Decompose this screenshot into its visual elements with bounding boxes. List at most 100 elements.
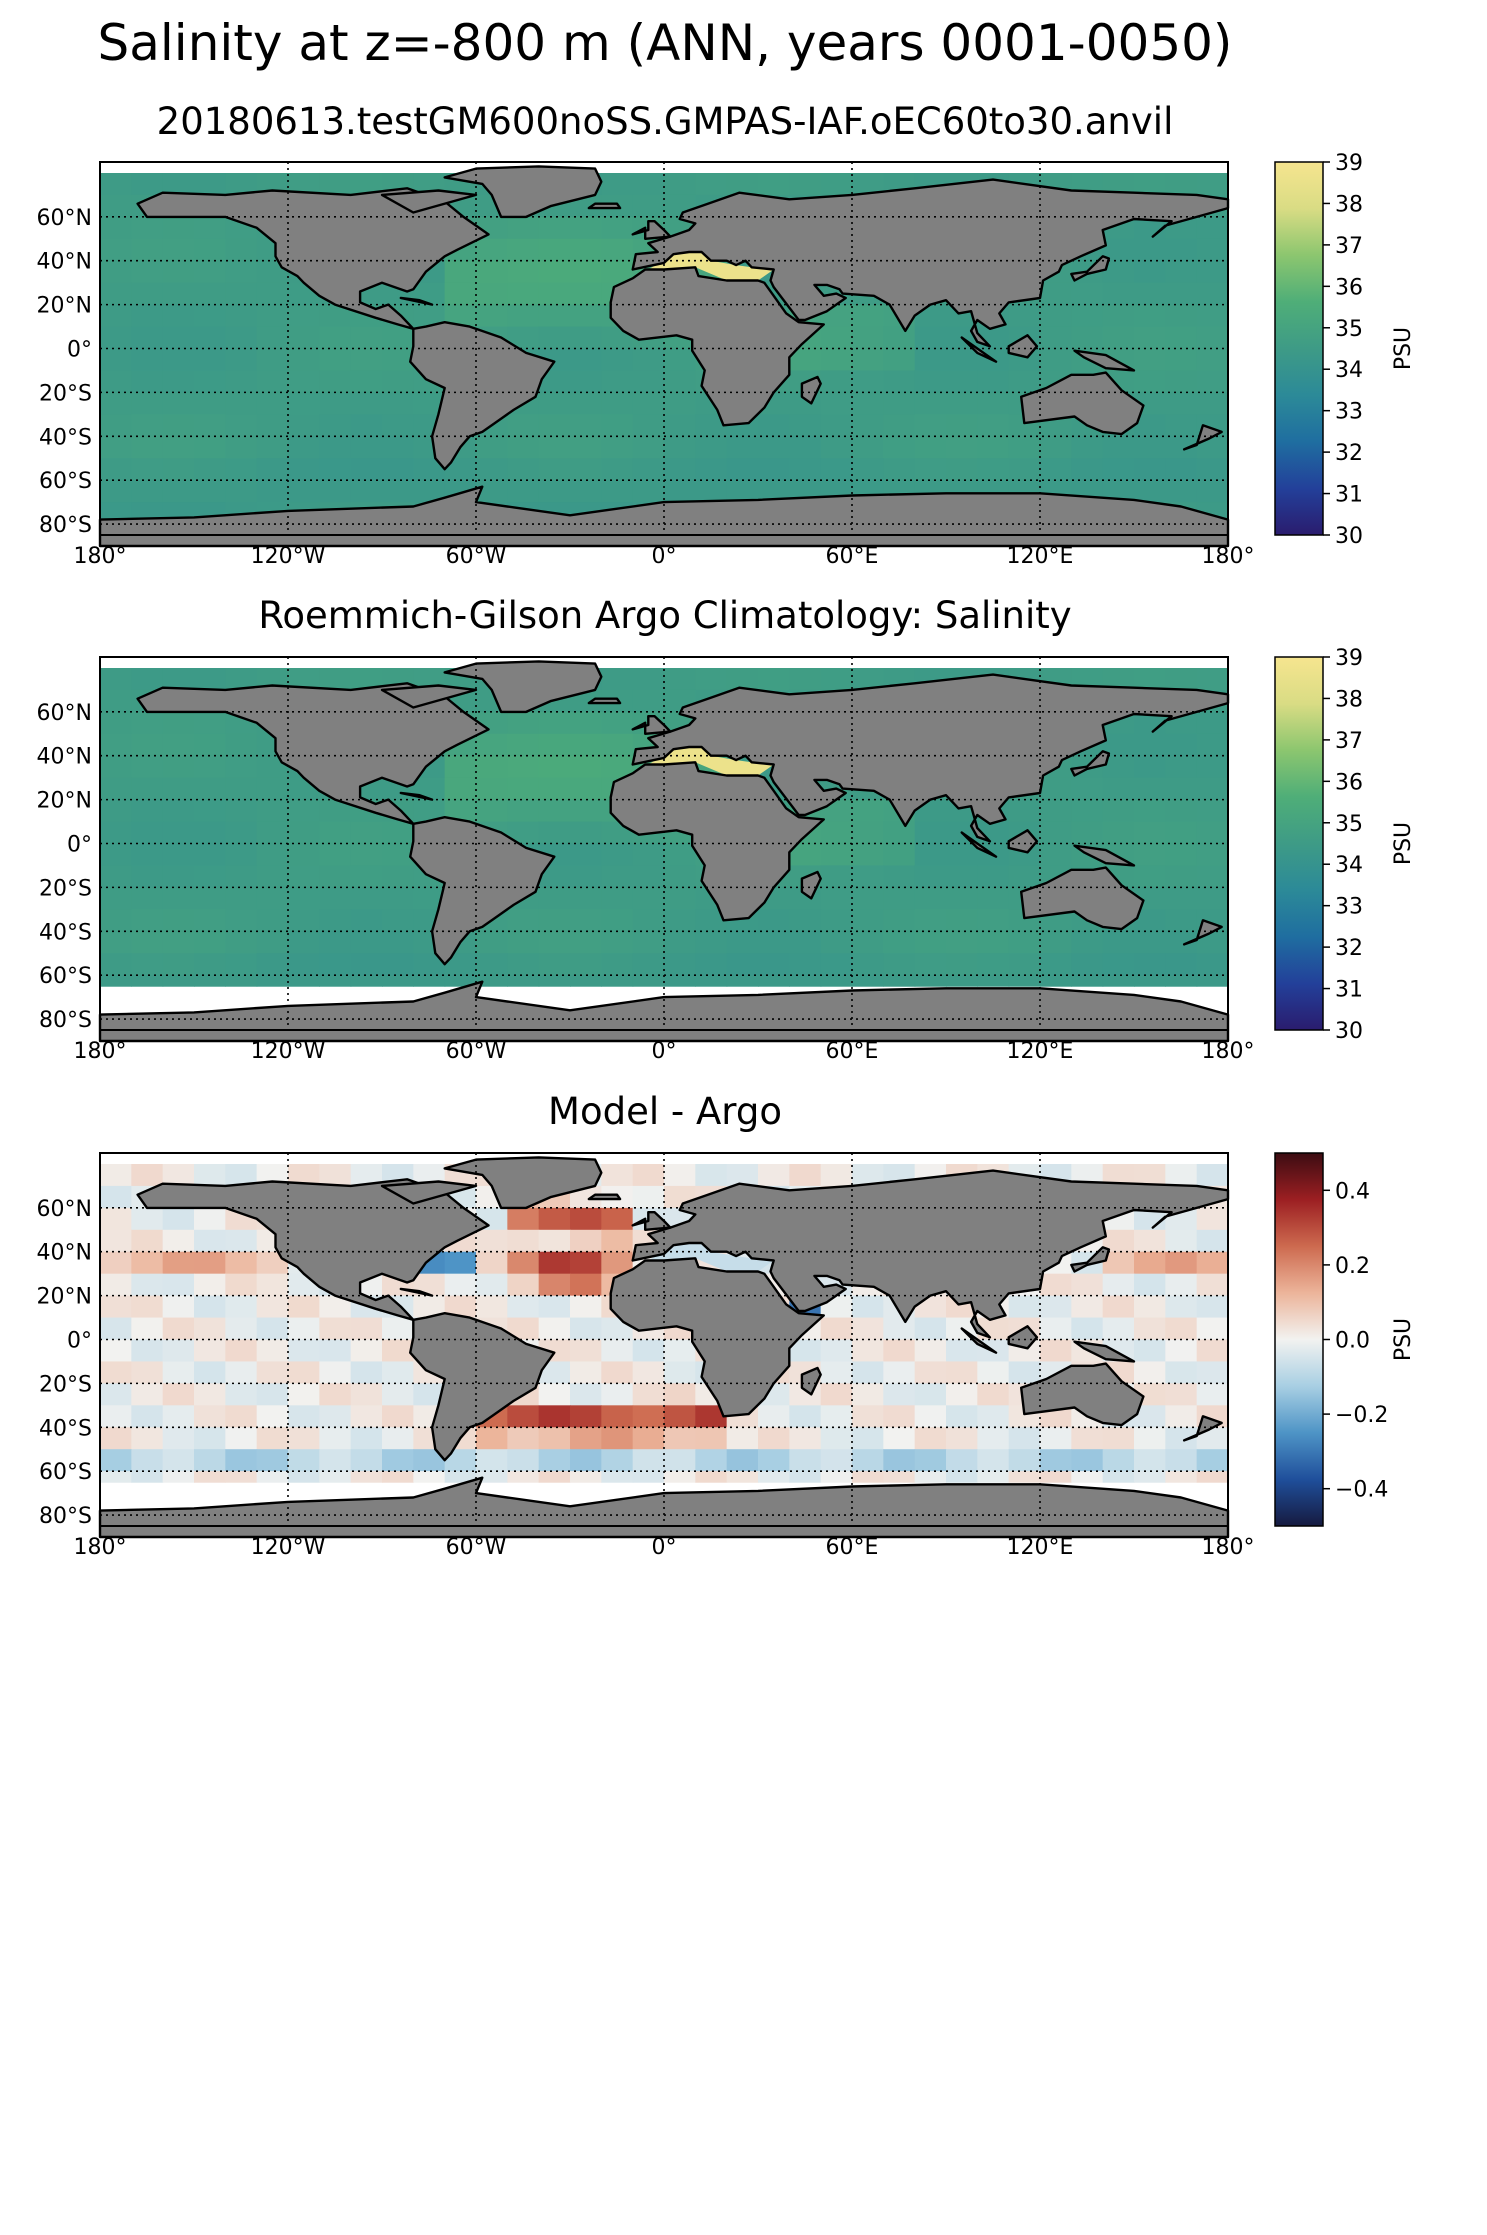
field-cell (194, 1163, 226, 1187)
field-cell (695, 172, 728, 196)
field-cell (225, 260, 258, 284)
field-cell (350, 370, 383, 393)
field-cell (162, 216, 195, 240)
field-cell (1165, 733, 1198, 757)
y-tick-label: 0° (67, 833, 92, 858)
field-cell (194, 865, 226, 888)
field-cell (538, 238, 571, 262)
field-cell (1165, 1163, 1198, 1187)
field-cell (1071, 799, 1104, 823)
field-cell (256, 304, 289, 328)
field-cell (538, 326, 571, 350)
field-cell (570, 326, 602, 350)
field-cell (131, 1229, 164, 1253)
field-cell (1071, 777, 1104, 801)
field-cell (319, 172, 352, 196)
field-cell (319, 1405, 352, 1428)
landmass (409, 816, 556, 966)
field-cell (319, 348, 352, 372)
field-cell (162, 931, 195, 954)
field-cell (664, 1339, 696, 1363)
x-tick-label: 120°W (251, 1039, 326, 1064)
field-cell (1040, 436, 1072, 459)
field-cell (1165, 1295, 1198, 1319)
field-cell (1102, 733, 1135, 757)
field-cell (131, 1339, 164, 1363)
field-cell (538, 975, 571, 987)
field-cell (162, 1405, 195, 1428)
field-cell (225, 436, 258, 459)
field-cell (256, 1405, 289, 1428)
field-cell (632, 1427, 665, 1450)
field-cell (1040, 282, 1072, 306)
field-cell (131, 953, 164, 976)
field-cell (225, 777, 258, 801)
field-cell (632, 414, 665, 437)
field-cell (507, 733, 540, 757)
field-cell (820, 865, 853, 888)
field-cell (977, 1471, 1010, 1483)
landmass (631, 1211, 672, 1231)
field-cell (162, 909, 195, 932)
x-tick-label: 60°W (446, 1039, 507, 1064)
field-cell (570, 865, 602, 888)
field-cell (1102, 1229, 1135, 1253)
field-cell (256, 975, 289, 987)
field-cell (131, 799, 164, 823)
field-cell (225, 326, 258, 350)
field-cell (789, 172, 822, 196)
colorbar-tick-label: 32 (1335, 441, 1363, 466)
field-cell (601, 909, 634, 932)
x-tick-label: 60°E (826, 1535, 879, 1560)
field-cell (476, 931, 508, 954)
y-tick-label: 40°S (39, 920, 92, 945)
field-cell (601, 931, 634, 954)
field-cell (1040, 1427, 1072, 1450)
field-cell (162, 975, 195, 987)
field-cell (444, 1251, 477, 1275)
field-cell (570, 194, 602, 218)
field-cell (852, 1163, 884, 1187)
field-cell (194, 1405, 226, 1428)
field-cell (1196, 172, 1229, 196)
field-cell (507, 260, 540, 284)
field-cell (1102, 1273, 1135, 1297)
field-cell (1165, 260, 1198, 284)
field-cell (476, 1273, 508, 1297)
field-cell (100, 172, 132, 196)
field-cell (162, 733, 195, 757)
field-cell (883, 1471, 916, 1483)
field-cell (413, 887, 446, 910)
field-cell (507, 458, 540, 481)
field-cell (194, 799, 226, 823)
field-cell (1102, 1251, 1135, 1275)
field-cell (194, 909, 226, 932)
colorbar-tick-label: 34 (1335, 358, 1363, 383)
field-cell (288, 799, 320, 823)
field-cell (507, 909, 540, 932)
field-cell (131, 1273, 164, 1297)
field-cell (288, 326, 320, 350)
field-cell (726, 1449, 759, 1472)
field-cell (758, 667, 790, 691)
field-cell (1196, 1251, 1229, 1275)
field-cell (914, 1339, 947, 1363)
field-cell (1071, 1471, 1104, 1483)
field-cell (162, 865, 195, 888)
field-cell (100, 1207, 132, 1231)
field-cell (601, 1427, 634, 1450)
field-cell (1102, 799, 1135, 823)
field-cell (256, 1295, 289, 1319)
field-cell (883, 436, 916, 459)
field-cell (225, 843, 258, 867)
field-cell (538, 1361, 571, 1384)
axes-frame (99, 161, 1229, 536)
field-cell (601, 887, 634, 910)
field-cell (883, 975, 916, 987)
field-cell (225, 755, 258, 779)
landmass (380, 684, 478, 709)
field-cell (319, 865, 352, 888)
field-cell (883, 953, 916, 976)
field-cell (601, 392, 634, 415)
field-cell (413, 799, 446, 823)
